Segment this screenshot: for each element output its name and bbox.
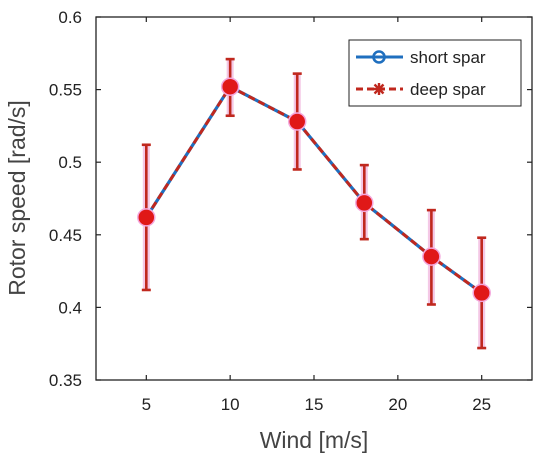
x-tick-label: 5 [142,395,151,414]
data-point [287,112,307,131]
legend-marker-deep-spar [373,83,385,95]
y-tick-label: 0.5 [58,153,82,172]
legend: short spar deep spar [348,39,522,107]
data-point [472,283,491,303]
data-point [220,77,240,96]
legend-label-short-spar: short spar [410,48,486,67]
chart-marks [137,57,491,350]
x-tick-label: 25 [472,395,491,414]
data-point [422,247,441,266]
x-axis-title: Wind [m/s] [260,427,369,453]
x-tick-label: 10 [221,395,240,414]
axis-ticks: 5 10 15 20 25 0.35 0.4 0.45 0.5 0.55 0.6 [49,8,532,414]
series-line-deep-spar [145,85,483,295]
data-point [355,193,374,213]
y-tick-label: 0.45 [49,226,82,245]
x-tick-label: 20 [388,395,407,414]
x-tick-label: 15 [305,395,324,414]
y-axis-title: Rotor speed [rad/s] [4,100,30,296]
y-tick-label: 0.6 [58,8,82,27]
y-tick-label: 0.4 [58,298,82,317]
legend-label-deep-spar: deep spar [410,80,486,99]
y-tick-label: 0.35 [49,371,82,390]
y-tick-label: 0.55 [49,81,82,100]
data-point [137,208,156,227]
legend-marker-short-spar [372,50,386,64]
plot-frame [95,16,533,381]
